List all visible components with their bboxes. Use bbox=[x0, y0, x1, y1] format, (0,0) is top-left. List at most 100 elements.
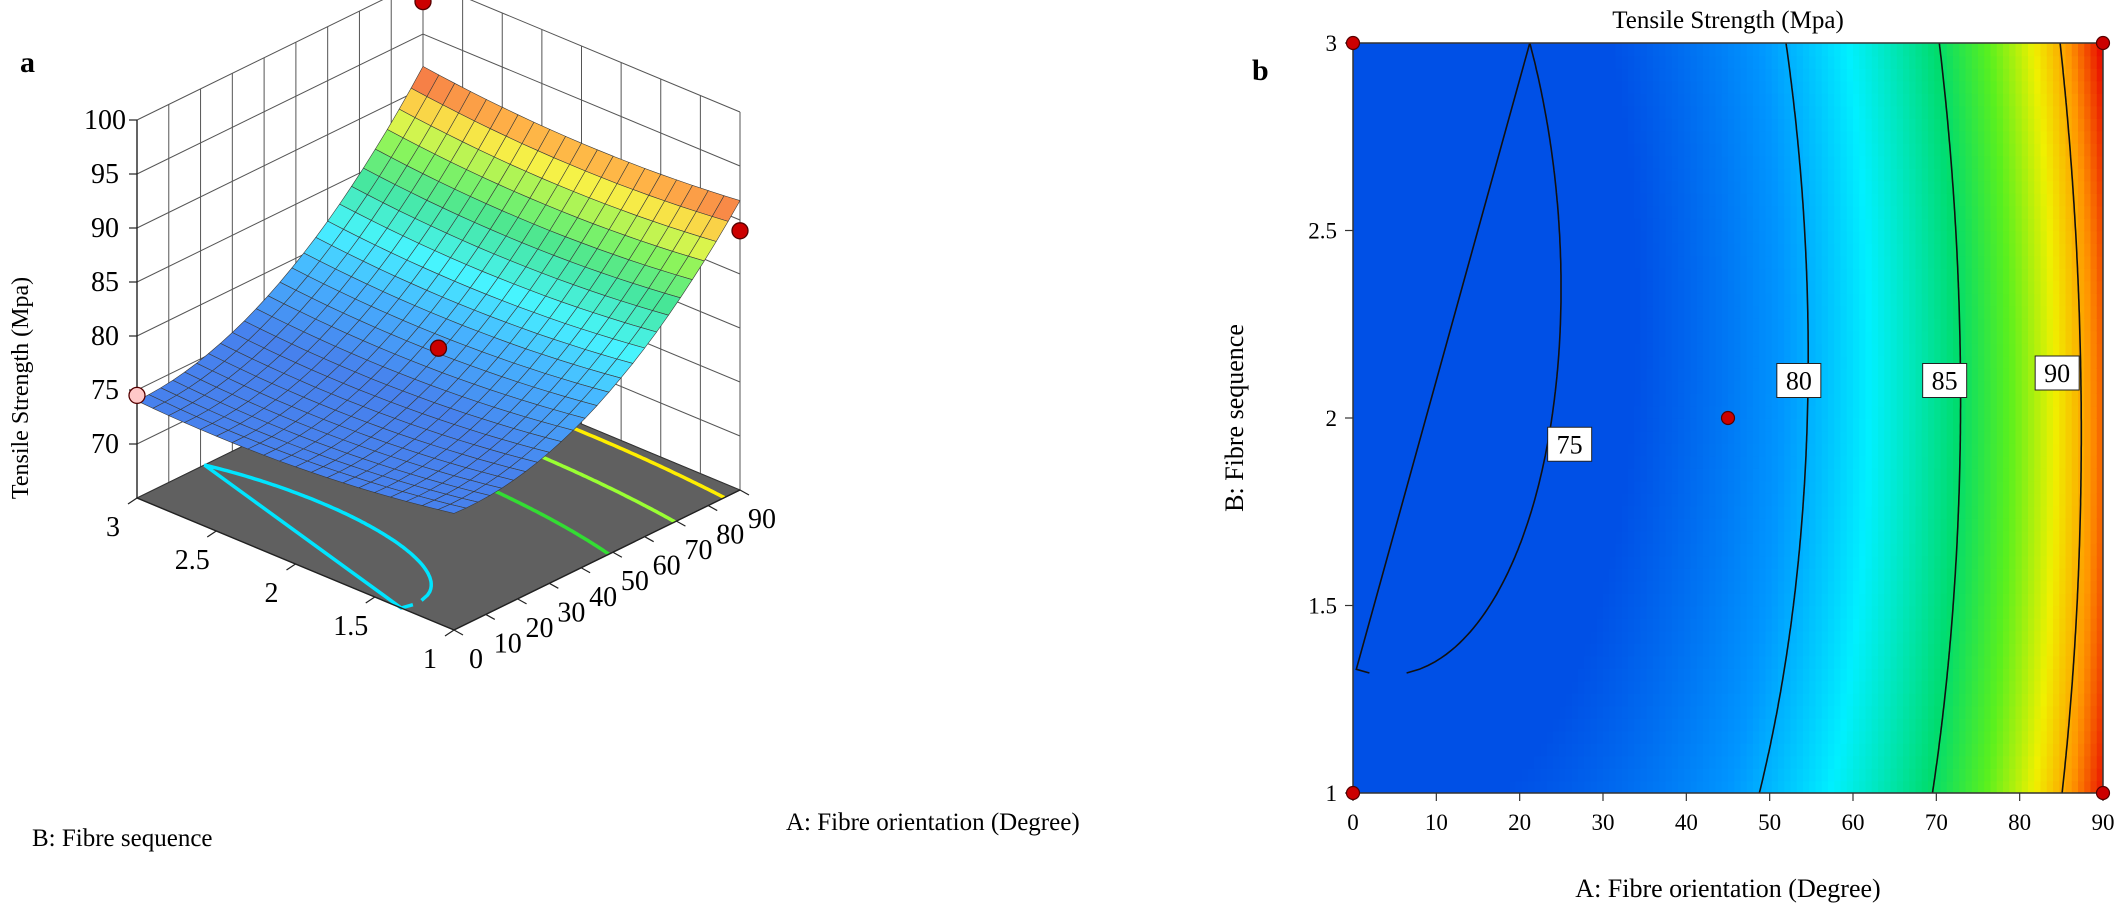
heat-cell bbox=[1546, 530, 1554, 544]
heat-cell bbox=[1546, 468, 1554, 482]
heat-cell bbox=[1396, 655, 1404, 669]
heat-cell bbox=[1609, 105, 1617, 119]
heat-cell bbox=[1359, 243, 1367, 257]
heat-cell bbox=[1709, 593, 1717, 607]
heat-cell bbox=[1678, 730, 1686, 744]
heat-cell bbox=[1578, 555, 1586, 569]
heat-cell bbox=[1740, 593, 1748, 607]
heat-cell bbox=[1353, 343, 1361, 357]
heat-cell bbox=[1559, 105, 1567, 119]
heat-cell bbox=[1365, 268, 1373, 282]
a-tick bbox=[549, 582, 559, 589]
heat-cell bbox=[1671, 605, 1679, 619]
heat-cell bbox=[1803, 543, 1811, 557]
heat-cell bbox=[1596, 430, 1604, 444]
heat-cell bbox=[1659, 555, 1667, 569]
heat-cell bbox=[1778, 205, 1786, 219]
heat-cell bbox=[1446, 643, 1454, 657]
heat-cell bbox=[1671, 680, 1679, 694]
heat-cell bbox=[1646, 305, 1654, 319]
heat-cell bbox=[1378, 68, 1386, 82]
heat-cell bbox=[1728, 555, 1736, 569]
heat-cell bbox=[1628, 455, 1636, 469]
heat-cell bbox=[1596, 443, 1604, 457]
surface-panel: a 707580859095100010203040506070809011.5… bbox=[8, 0, 1080, 852]
heat-cell bbox=[1528, 718, 1536, 732]
heat-cell bbox=[1565, 43, 1573, 57]
heat-cell bbox=[1628, 293, 1636, 307]
heat-cell bbox=[1734, 780, 1742, 793]
heat-cell bbox=[1665, 705, 1673, 719]
heat-cell bbox=[1796, 768, 1804, 782]
heat-cell bbox=[1528, 593, 1536, 607]
heat-cell bbox=[1740, 780, 1748, 793]
heat-cell bbox=[1528, 605, 1536, 619]
heat-cell bbox=[1709, 80, 1717, 94]
heat-cell bbox=[1784, 743, 1792, 757]
heat-cell bbox=[1684, 343, 1692, 357]
heat-cell bbox=[1684, 93, 1692, 107]
heat-cell bbox=[1553, 418, 1561, 432]
heat-cell bbox=[1684, 605, 1692, 619]
heat-cell bbox=[1615, 468, 1623, 482]
heat-cell bbox=[1528, 318, 1536, 332]
heat-cell bbox=[1803, 305, 1811, 319]
heat-cell bbox=[1596, 368, 1604, 382]
heat-cell bbox=[1703, 193, 1711, 207]
heat-cell bbox=[1396, 630, 1404, 644]
heat-cell bbox=[1559, 518, 1567, 532]
heat-cell bbox=[1415, 355, 1423, 369]
heat-cell bbox=[1809, 593, 1817, 607]
heat-cell bbox=[1603, 68, 1611, 82]
heat-cell bbox=[1709, 505, 1717, 519]
heat-cell bbox=[1421, 518, 1429, 532]
heat-cell bbox=[1465, 293, 1473, 307]
heat-cell bbox=[1653, 393, 1661, 407]
heat-cell bbox=[1721, 755, 1729, 769]
heat-cell bbox=[1596, 268, 1604, 282]
heat-cell bbox=[1403, 305, 1411, 319]
heat-cell bbox=[1409, 405, 1417, 419]
heat-cell bbox=[1515, 130, 1523, 144]
heat-cell bbox=[1590, 593, 1598, 607]
heat-cell bbox=[1665, 655, 1673, 669]
heat-cell bbox=[1534, 555, 1542, 569]
heat-cell bbox=[1378, 668, 1386, 682]
heat-cell bbox=[1703, 418, 1711, 432]
heat-cell bbox=[1484, 480, 1492, 494]
heat-cell bbox=[1478, 130, 1486, 144]
heat-cell bbox=[1434, 680, 1442, 694]
heat-cell bbox=[1778, 280, 1786, 294]
heat-cell bbox=[1496, 680, 1504, 694]
heat-cell bbox=[1603, 680, 1611, 694]
heat-cell bbox=[1628, 43, 1636, 57]
heat-cell bbox=[1396, 468, 1404, 482]
heat-cell bbox=[1503, 580, 1511, 594]
heat-cell bbox=[1721, 43, 1729, 57]
heat-cell bbox=[1715, 643, 1723, 657]
heat-cell bbox=[1484, 518, 1492, 532]
heat-cell bbox=[1540, 155, 1548, 169]
heat-cell bbox=[1421, 418, 1429, 432]
heat-cell bbox=[1659, 680, 1667, 694]
heat-cell bbox=[1371, 693, 1379, 707]
heat-cell bbox=[1684, 368, 1692, 382]
heat-cell bbox=[1709, 243, 1717, 257]
heat-cell bbox=[1684, 130, 1692, 144]
heat-cell bbox=[1359, 355, 1367, 369]
heat-cell bbox=[1390, 643, 1398, 657]
heat-cell bbox=[1584, 293, 1592, 307]
heat-cell bbox=[1465, 105, 1473, 119]
heat-cell bbox=[1415, 468, 1423, 482]
heat-cell bbox=[1678, 468, 1686, 482]
heat-cell bbox=[1359, 555, 1367, 569]
heat-cell bbox=[1471, 743, 1479, 757]
heat-cell bbox=[1584, 630, 1592, 644]
heat-cell bbox=[1646, 505, 1654, 519]
heat-cell bbox=[1759, 743, 1767, 757]
heat-cell bbox=[1778, 693, 1786, 707]
heat-cell bbox=[1665, 80, 1673, 94]
heat-cell bbox=[1390, 105, 1398, 119]
heat-cell bbox=[1553, 643, 1561, 657]
heat-cell bbox=[1428, 455, 1436, 469]
